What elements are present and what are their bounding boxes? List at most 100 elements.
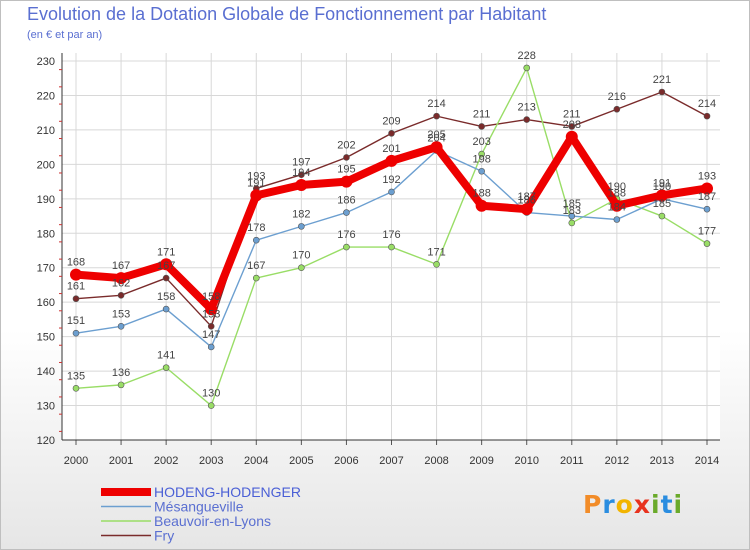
data-point [568, 123, 576, 130]
data-point [343, 209, 350, 216]
data-point [433, 112, 440, 120]
y-tick-label: 120 [37, 435, 55, 447]
data-label: 176 [382, 229, 400, 241]
y-tick-label: 150 [37, 332, 55, 344]
proxiti-logo: Proxiti [583, 490, 683, 519]
data-label: 141 [157, 350, 175, 362]
legend-label: Mésangueville [154, 499, 244, 515]
logo-letter: P [583, 490, 603, 519]
data-label: 185 [653, 198, 671, 210]
data-label: 190 [653, 181, 671, 193]
legend-label: Beauvoir-en-Lyons [154, 513, 271, 529]
data-point [520, 203, 533, 216]
data-point [298, 223, 305, 230]
data-point [160, 258, 173, 271]
data-point [568, 212, 576, 220]
data-point [523, 116, 531, 123]
data-label: 221 [653, 74, 671, 86]
data-label: 147 [202, 329, 220, 341]
data-point [478, 150, 485, 158]
data-point [117, 291, 125, 299]
data-label: 213 [518, 102, 536, 114]
x-tick-label: 2005 [289, 455, 313, 467]
data-point [343, 243, 350, 251]
y-tick-label: 180 [37, 228, 55, 240]
legend-label: Fry [154, 528, 174, 544]
data-label: 162 [112, 277, 130, 289]
y-tick-label: 160 [37, 297, 55, 309]
data-label: 209 [382, 115, 400, 127]
data-point [207, 402, 215, 409]
data-label: 185 [563, 198, 581, 210]
data-label: 153 [112, 308, 130, 320]
data-label: 191 [653, 177, 671, 189]
logo-letter: r [602, 490, 616, 519]
data-label: 194 [292, 167, 310, 179]
data-label: 228 [518, 50, 536, 62]
data-point [72, 295, 80, 303]
data-label: 171 [157, 246, 175, 258]
x-tick-label: 2008 [424, 455, 448, 467]
data-label: 176 [337, 229, 355, 241]
data-point [613, 105, 621, 113]
chart-title: Evolution de la Dotation Globale de Fonc… [27, 4, 547, 24]
data-point [72, 385, 80, 392]
data-label: 167 [247, 260, 265, 272]
data-point [433, 260, 440, 268]
data-point [252, 274, 260, 282]
data-point [523, 64, 531, 72]
data-point [703, 240, 711, 247]
data-point [565, 130, 578, 143]
data-label: 204 [427, 133, 445, 145]
data-label: 167 [112, 260, 130, 272]
data-point [388, 130, 395, 137]
data-label: 205 [427, 129, 445, 141]
data-point [162, 274, 170, 282]
data-label: 211 [473, 108, 491, 120]
data-point [340, 175, 353, 188]
data-point [613, 216, 621, 223]
data-label: 168 [67, 257, 85, 269]
data-label: 214 [698, 98, 716, 110]
x-tick-label: 2001 [109, 455, 133, 467]
x-tick-label: 2000 [64, 455, 88, 467]
data-point [207, 343, 215, 351]
y-tick-label: 200 [37, 159, 55, 171]
data-label: 177 [698, 226, 716, 238]
x-tick-label: 2011 [560, 455, 584, 467]
data-label: 130 [202, 388, 220, 400]
data-label: 197 [292, 157, 310, 169]
x-tick-label: 2007 [379, 455, 403, 467]
data-label: 167 [157, 260, 175, 272]
data-label: 193 [698, 170, 716, 182]
axes: 120 130 140 150 160 170 180 190 200 210 220 230 2000… [37, 53, 720, 467]
data-point [701, 182, 713, 195]
data-label: 170 [292, 250, 310, 262]
data-point [475, 199, 488, 212]
x-tick-label: 2014 [695, 455, 719, 467]
data-point [388, 188, 395, 196]
data-label: 208 [563, 119, 581, 131]
data-label: 186 [337, 195, 355, 207]
data-label: 188 [472, 188, 490, 200]
data-label: 186 [518, 195, 536, 207]
chart-subtitle: (en € et par an) [27, 29, 103, 41]
data-label: 203 [472, 136, 490, 148]
data-label: 211 [563, 108, 581, 120]
y-tick-label: 220 [37, 90, 55, 102]
data-point [388, 243, 395, 251]
data-point [117, 381, 125, 389]
data-label: 136 [112, 367, 130, 379]
data-point [568, 219, 576, 227]
data-label: 201 [382, 143, 400, 155]
data-point [205, 303, 218, 316]
x-tick-label: 2003 [199, 455, 223, 467]
data-label: 195 [337, 164, 355, 176]
data-point [478, 123, 485, 130]
data-point [658, 88, 666, 96]
data-point [70, 268, 82, 281]
x-tick-label: 2013 [650, 455, 674, 467]
data-point [162, 364, 170, 371]
